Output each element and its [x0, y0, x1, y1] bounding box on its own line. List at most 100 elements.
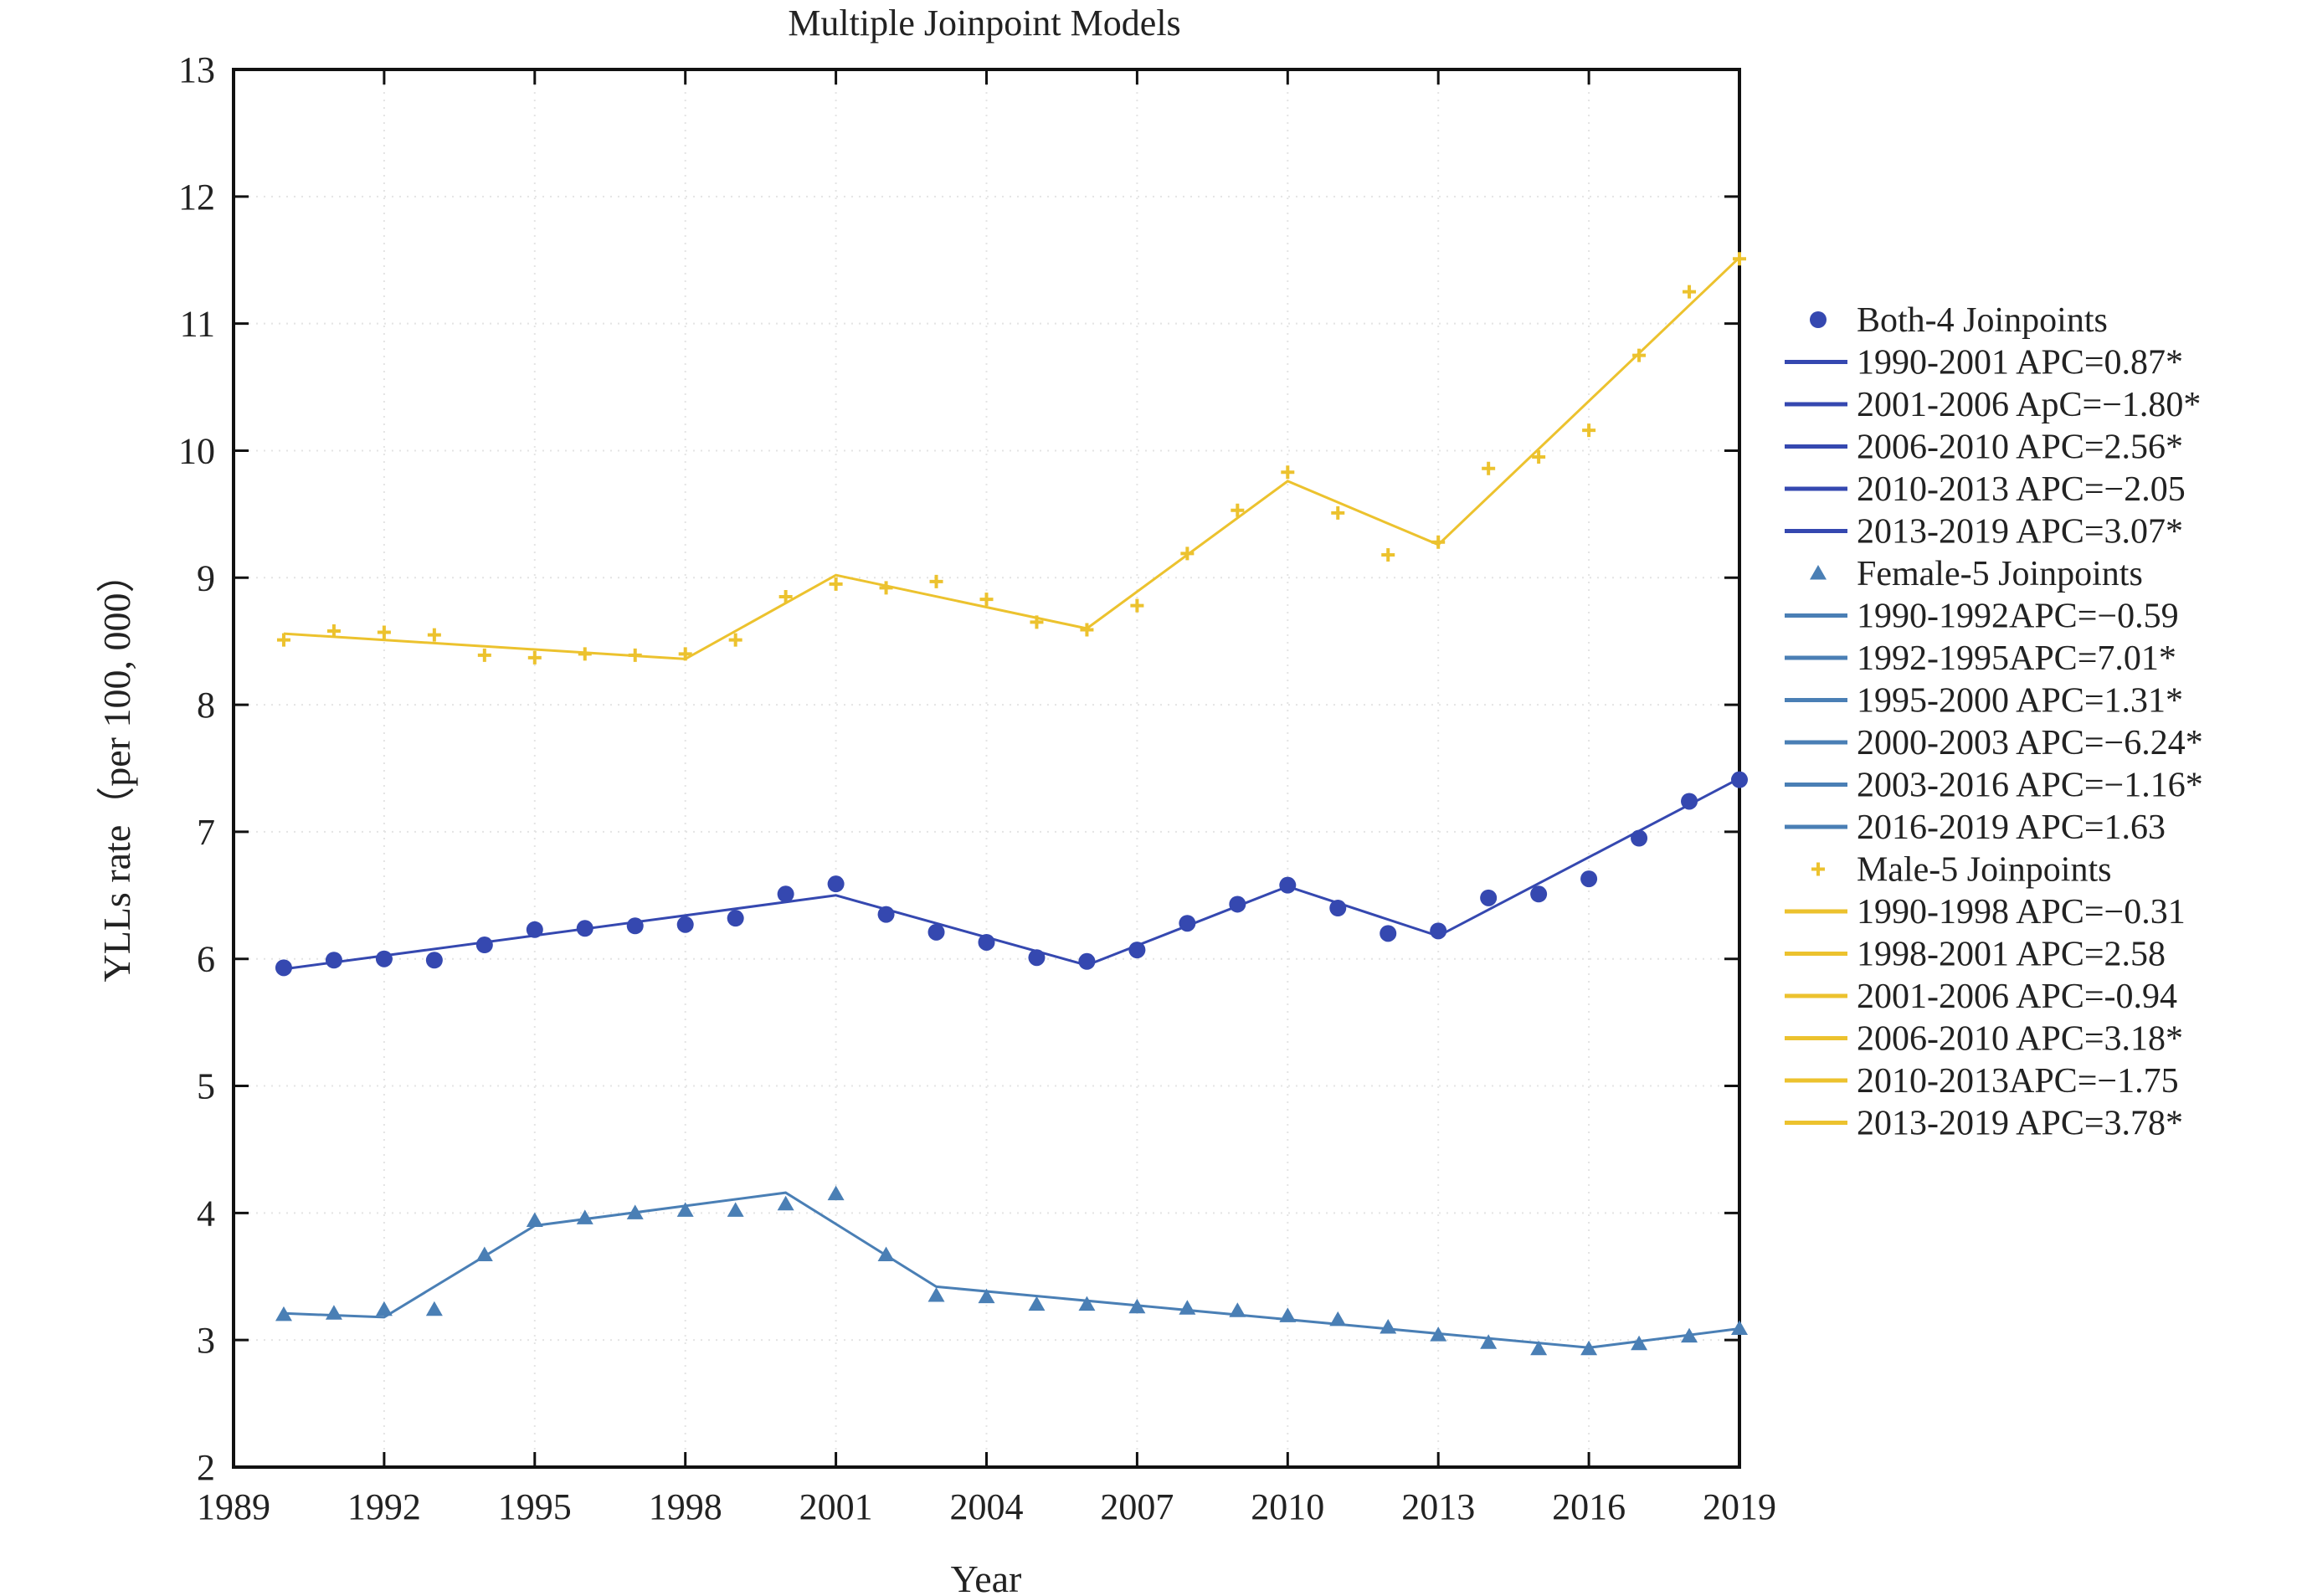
legend-marker	[1810, 311, 1827, 328]
legend-segment-label: 2006-2010 APC=2.56*	[1857, 429, 2183, 467]
y-axis-title: YLLs rate（per 100, 000）	[95, 555, 138, 983]
x-tick-label: 2007	[1100, 1486, 1174, 1527]
y-axis: 2 3 4 5 6 7 8 9 10 11 12 13	[178, 49, 1739, 1488]
data-point-series-1	[1530, 885, 1548, 903]
y-tick-label: 8	[197, 685, 215, 726]
legend-entry-label: Both-4 Joinpoints	[1857, 301, 2108, 340]
legend-segment-label: 2010-2013APC=−1.75	[1857, 1062, 2179, 1101]
x-tick-label: 2004	[950, 1486, 1024, 1527]
data-point-series-2	[1229, 1302, 1246, 1317]
data-point-series-2	[676, 1202, 694, 1217]
legend-segment-label: 1990-1998 APC=−0.31	[1857, 893, 2186, 931]
data-point-series-3	[1130, 598, 1144, 613]
data-point-series-3	[829, 577, 843, 591]
y-tick-label: 6	[197, 939, 215, 980]
data-point-series-2	[475, 1246, 493, 1261]
legend-segment-label: 1998-2001 APC=2.58	[1857, 936, 2166, 974]
x-tick-label: 1989	[197, 1486, 270, 1527]
data-point-series-3	[1231, 503, 1245, 517]
data-point-series-2	[1380, 1319, 1397, 1334]
data-point-series-1	[1681, 793, 1698, 810]
legend-entry-label: Male-5 Joinpoints	[1857, 851, 2111, 890]
legend-segment-label: 2001-2006 APC=-0.94	[1857, 978, 2177, 1016]
legend-segment-label: 1992-1995APC=7.01*	[1857, 639, 2176, 678]
data-point-series-1	[676, 916, 694, 933]
data-point-series-1	[1028, 949, 1046, 967]
y-tick-label: 12	[178, 177, 215, 218]
data-point-series-2	[777, 1195, 794, 1211]
x-tick-label: 2016	[1552, 1486, 1626, 1527]
y-tick-label: 9	[197, 557, 215, 598]
legend-segment-label: 2001-2006 ApC=−1.80*	[1857, 386, 2201, 424]
y-tick-label: 3	[197, 1320, 215, 1361]
data-point-series-1	[1279, 876, 1297, 894]
data-point-series-2	[1580, 1340, 1598, 1356]
data-point-series-2	[978, 1288, 995, 1304]
legend-segment-label: 1990-2001 APC=0.87*	[1857, 344, 2183, 382]
data-point-series-2	[275, 1306, 292, 1321]
data-point-series-1	[526, 921, 543, 938]
plot-frame	[232, 68, 1741, 1469]
data-point-series-1	[425, 952, 443, 969]
legend-segment-label: 2003-2016 APC=−1.16*	[1857, 767, 2203, 805]
legend-segment-label: 2016-2019 APC=1.63	[1857, 808, 2166, 847]
data-point-series-3	[728, 633, 742, 647]
data-point-series-1	[626, 917, 644, 935]
legend-segment-label: 2010-2013 APC=−2.05	[1857, 470, 2186, 509]
data-point-series-1	[727, 910, 744, 927]
data-point-series-3	[929, 574, 943, 588]
legend-segment-label: 1990-1992APC=−0.59	[1857, 598, 2179, 636]
data-point-series-1	[325, 952, 342, 969]
data-point-series-3	[1331, 505, 1345, 520]
data-point-series-3	[778, 590, 793, 604]
y-tick-label: 10	[178, 430, 215, 471]
data-point-series-3	[326, 624, 341, 639]
data-point-series-1	[1078, 952, 1096, 970]
data-point-series-3	[879, 581, 893, 595]
data-point-series-2	[425, 1301, 443, 1316]
fit-line-series-1	[283, 777, 1740, 971]
fit-lines	[283, 256, 1741, 1349]
data-point-series-2	[1681, 1327, 1698, 1343]
data-point-series-2	[526, 1212, 543, 1227]
fit-line-series-3	[283, 256, 1741, 660]
data-point-series-2	[325, 1305, 342, 1320]
data-point-series-2	[1329, 1311, 1347, 1327]
data-point-series-3	[1431, 535, 1446, 549]
data-point-series-3	[578, 647, 592, 661]
y-tick-label: 11	[180, 304, 215, 345]
data-point-series-3	[377, 625, 391, 639]
legend-segment-label: 1995-2000 APC=1.31*	[1857, 682, 2183, 721]
legend-segment-label: 2006-2010 APC=3.18*	[1857, 1020, 2183, 1059]
legend: Both-4 Joinpoints 1990-2001 APC=0.87* 2001…	[1785, 301, 2203, 1143]
y-tick-label: 4	[197, 1193, 215, 1234]
legend-entry-label: Female-5 Joinpoints	[1857, 555, 2143, 593]
data-point-series-3	[1482, 461, 1496, 475]
data-point-series-1	[1229, 896, 1246, 913]
data-point-series-3	[1381, 547, 1395, 562]
data-point-series-1	[1731, 771, 1748, 788]
grid	[234, 69, 1739, 1467]
data-point-series-3	[1532, 450, 1546, 464]
data-point-series-3	[1683, 285, 1697, 299]
data-point-series-3	[628, 648, 642, 662]
data-points	[275, 252, 1748, 1356]
x-axis-title: Year	[951, 1558, 1022, 1596]
legend-segment-label: 2013-2019 APC=3.78*	[1857, 1105, 2183, 1143]
y-tick-label: 7	[197, 812, 215, 853]
x-tick-label: 2019	[1703, 1486, 1776, 1527]
data-point-series-2	[1128, 1298, 1146, 1314]
legend-marker	[1811, 862, 1825, 876]
data-point-series-2	[927, 1287, 945, 1302]
data-point-series-1	[1580, 870, 1598, 888]
y-tick-label: 13	[178, 49, 215, 90]
data-point-series-3	[979, 593, 994, 607]
data-point-series-3	[1030, 615, 1044, 629]
data-point-series-3	[1733, 252, 1746, 266]
data-point-series-2	[1731, 1320, 1748, 1336]
data-point-series-1	[777, 885, 794, 903]
data-point-series-1	[1179, 915, 1196, 932]
data-point-series-1	[927, 923, 945, 941]
data-point-series-2	[1078, 1296, 1096, 1311]
